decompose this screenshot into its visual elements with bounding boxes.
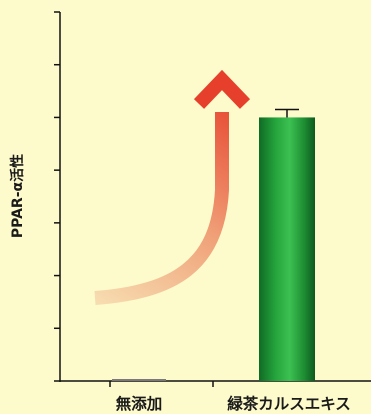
labels: 無添加 緑茶カルスエキス PPAR-α活性: [9, 154, 351, 413]
bar: [259, 117, 315, 381]
bars: [112, 108, 315, 381]
x-tick-label: 無添加: [116, 394, 163, 413]
increase-arrow-annotation: [94, 69, 251, 305]
increase-arrow-head: [193, 69, 251, 109]
axes: [54, 11, 371, 387]
x-tick-label: 緑茶カルスエキス: [227, 394, 351, 413]
bar: [112, 379, 166, 381]
y-axis-label: PPAR-α活性: [9, 154, 26, 238]
increase-arrow-shaft: [94, 112, 229, 305]
